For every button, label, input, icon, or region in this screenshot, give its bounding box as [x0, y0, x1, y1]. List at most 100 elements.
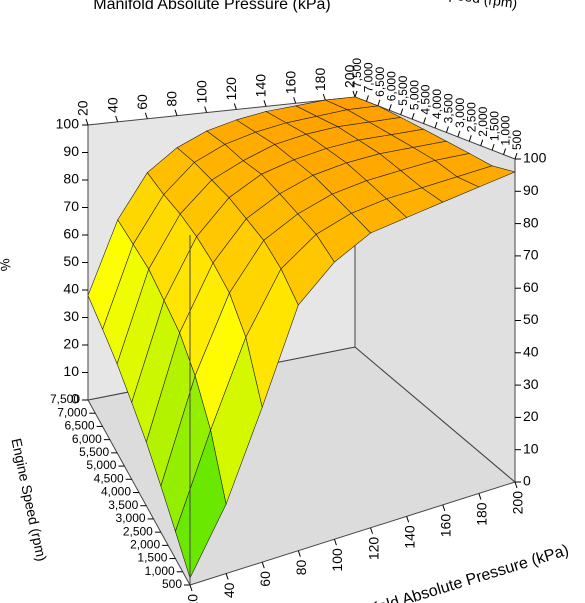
x-tick [352, 90, 356, 98]
y-tick-label: 3,000 [453, 98, 467, 128]
x-tick [204, 106, 208, 113]
y-tick [388, 104, 392, 111]
y-tick [434, 121, 438, 129]
y-tick [400, 108, 404, 115]
x-tick-label: 140 [253, 74, 269, 98]
y-tick [445, 126, 449, 133]
x-tick-label: 40 [104, 97, 120, 113]
y-tick [503, 148, 507, 155]
y-tick-label: 3,500 [442, 93, 456, 123]
y-tick [480, 139, 484, 146]
x-tick [174, 109, 178, 116]
x-tick-label: 120 [223, 77, 239, 101]
x-tick [263, 100, 267, 107]
y-tick-label: 5,500 [79, 445, 109, 459]
z-tick-label: 70 [523, 247, 539, 263]
z-tick-label: 40 [63, 281, 79, 297]
y-tick-label: 500 [162, 577, 182, 591]
y-tick-label: 4,500 [94, 471, 124, 485]
y-tick-label: 6,500 [65, 419, 95, 433]
z-tick-label: 30 [63, 308, 79, 324]
y-tick-label: 4,000 [430, 89, 444, 119]
x-tick [144, 112, 148, 119]
x-tick [261, 561, 265, 569]
x-tick-label: 140 [401, 525, 417, 549]
z-tick-label: 90 [63, 143, 79, 159]
y-tick [468, 135, 472, 142]
x-tick-label: 100 [329, 548, 345, 572]
x-tick [225, 573, 229, 580]
y-tick-label: 4,000 [101, 485, 131, 499]
z-tick-label: 80 [523, 214, 539, 230]
x-tick-label: 160 [282, 71, 298, 95]
z-axis-title: % [0, 257, 14, 272]
x-axis-title-top: Manifold Absolute Pressure (kPa) [93, 0, 330, 13]
y-tick-label: 5,000 [86, 458, 116, 472]
x-tick [293, 97, 297, 104]
x-tick [478, 493, 482, 500]
z-tick-label: 0 [523, 473, 531, 489]
x-tick-label: 180 [474, 502, 490, 526]
y-tick-label: 6,000 [72, 432, 102, 446]
x-tick [406, 516, 410, 523]
y-axis-title-top: Engine Speed (rpm) [392, 0, 518, 11]
y-tick-label: 5,000 [407, 80, 421, 110]
y-tick-label: 4,500 [419, 84, 433, 114]
y-tick-label: 7,500 [350, 58, 364, 88]
y-tick-label: 2,000 [476, 106, 490, 136]
y-tick-label: 3,500 [108, 498, 138, 512]
z-tick-label: 80 [63, 171, 79, 187]
x-tick-label: 80 [293, 559, 309, 575]
y-axis-title-left: Engine Speed (rpm) [8, 437, 50, 563]
y-tick [423, 117, 427, 124]
y-tick-label: 1,500 [137, 551, 167, 565]
y-tick [514, 152, 518, 160]
x-tick [514, 481, 518, 489]
x-tick [442, 504, 446, 512]
y-tick [411, 112, 415, 120]
x-tick [115, 115, 119, 123]
y-tick-label: 1,000 [145, 564, 175, 578]
y-tick-label: 2,000 [130, 538, 160, 552]
y-tick [377, 99, 381, 107]
x-tick-label: 160 [437, 514, 453, 538]
y-tick-label: 7,000 [362, 62, 376, 92]
y-tick [354, 90, 358, 98]
y-tick [491, 143, 495, 151]
z-tick-label: 0 [71, 391, 79, 407]
x-tick [370, 527, 374, 534]
x-tick-label: 60 [257, 571, 273, 587]
x-tick [333, 539, 337, 546]
x-tick-label: 40 [221, 582, 237, 598]
z-tick-label: 60 [63, 226, 79, 242]
surface-cell [175, 429, 227, 579]
x-tick-label: 80 [164, 91, 180, 107]
z-tick-label: 100 [56, 116, 80, 132]
y-tick-label: 5,500 [396, 75, 410, 105]
z-tick-label: 10 [523, 440, 539, 456]
z-tick-label: 70 [63, 198, 79, 214]
y-tick-label: 500 [510, 130, 524, 150]
x-tick-label: 60 [134, 94, 150, 110]
z-tick-label: 30 [523, 376, 539, 392]
y-tick-label: 2,500 [464, 102, 478, 132]
x-tick-label: 20 [75, 100, 91, 116]
x-tick [85, 118, 89, 126]
x-tick-label: 20 [185, 594, 201, 603]
y-tick-label: 1,500 [487, 111, 501, 141]
z-tick-label: 40 [523, 344, 539, 360]
x-tick-label: 120 [365, 537, 381, 561]
y-tick-label: 6,000 [384, 71, 398, 101]
y-tick-label: 6,500 [373, 67, 387, 97]
y-tick [365, 95, 369, 102]
x-tick-label: 200 [510, 491, 526, 515]
x-tick [233, 103, 237, 110]
y-tick [457, 130, 461, 138]
y-tick-label: 3,000 [116, 511, 146, 525]
z-tick-label: 60 [523, 279, 539, 295]
y-tick-label: 7,000 [57, 405, 87, 419]
x-tick-label: 100 [193, 80, 209, 104]
z-tick-label: 20 [523, 408, 539, 424]
y-tick-label: 7,500 [50, 392, 80, 406]
